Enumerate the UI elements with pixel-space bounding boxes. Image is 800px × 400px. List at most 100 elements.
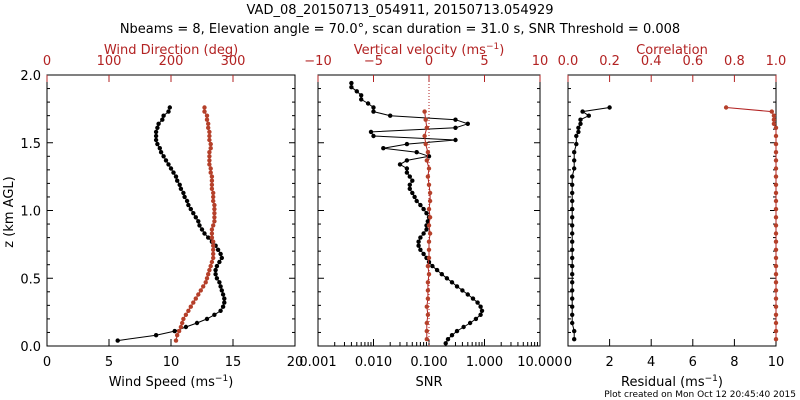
data-point-wind-speed — [217, 280, 222, 285]
data-point-correlation — [773, 150, 779, 155]
data-point-residual — [570, 280, 575, 285]
x-top-tick-label: 0.0 — [558, 54, 579, 69]
data-point-wind-direction — [186, 308, 191, 313]
data-point-snr — [416, 239, 421, 244]
data-point-wind-speed — [202, 231, 207, 236]
plot-frame — [567, 74, 777, 347]
data-point-snr — [418, 247, 423, 252]
data-point-vertical-velocity — [426, 247, 432, 252]
data-point-wind-direction — [212, 219, 217, 224]
data-point-wind-direction — [188, 304, 193, 309]
data-point-wind-speed — [157, 146, 162, 151]
data-point-wind-speed — [184, 198, 190, 204]
data-point-residual — [572, 150, 577, 155]
data-point-wind-direction — [209, 235, 215, 240]
data-point-correlation — [773, 312, 779, 317]
data-point-vertical-velocity — [424, 304, 429, 309]
data-point-vertical-velocity — [424, 337, 429, 342]
data-point-snr — [473, 316, 479, 322]
data-point-correlation — [773, 174, 779, 179]
data-point-wind-direction — [207, 133, 212, 139]
x-top-tick-label: 5 — [480, 54, 488, 69]
data-point-wind-speed — [155, 141, 160, 147]
x-bottom-tick-label: 0 — [43, 355, 51, 370]
data-point-snr — [414, 198, 419, 204]
data-point-correlation — [773, 328, 779, 334]
data-point-snr — [478, 304, 483, 309]
data-point-snr — [359, 97, 364, 102]
data-point-vertical-velocity — [422, 109, 427, 114]
data-point-correlation — [771, 113, 777, 118]
data-point-wind-speed — [158, 150, 164, 155]
data-point-wind-direction — [173, 338, 179, 343]
data-point-wind-speed — [220, 292, 226, 297]
data-point-wind-speed — [199, 227, 205, 232]
data-point-vertical-velocity — [425, 288, 431, 293]
data-point-wind-direction — [206, 121, 211, 127]
data-point-snr — [407, 182, 412, 187]
x-bottom-tick-label: 8 — [730, 355, 738, 370]
data-point-wind-speed — [115, 338, 120, 343]
data-point-snr — [404, 170, 410, 175]
series-line-residual — [571, 107, 610, 340]
data-point-wind-speed — [197, 223, 202, 228]
data-point-vertical-velocity — [427, 190, 433, 196]
data-point-snr — [407, 174, 412, 179]
data-point-correlation — [773, 239, 779, 244]
data-point-wind-speed — [217, 259, 222, 265]
x-top-tick-label: 1.0 — [766, 54, 787, 69]
data-point-wind-speed — [171, 170, 176, 175]
x-top-tick-label: 0 — [425, 54, 433, 69]
x-top-axis-label: Correlation — [636, 43, 708, 58]
data-point-residual — [572, 166, 577, 171]
y-tick-label: 0.5 — [20, 272, 41, 287]
data-point-snr — [439, 272, 444, 277]
data-point-wind-direction — [208, 263, 213, 269]
x-bottom-tick-label: 15 — [225, 355, 242, 370]
data-point-wind-direction — [211, 198, 216, 204]
x-bottom-tick-label: 5 — [105, 355, 113, 370]
data-point-wind-direction — [207, 154, 212, 159]
data-point-correlation — [773, 206, 779, 212]
data-point-wind-direction — [204, 113, 210, 118]
data-point-wind-speed — [161, 113, 166, 118]
data-point-vertical-velocity — [427, 215, 433, 220]
data-point-wind-speed — [182, 194, 187, 200]
data-point-snr — [381, 146, 386, 151]
data-point-snr — [365, 101, 371, 106]
data-point-correlation — [773, 141, 779, 147]
x-bottom-tick-label: 0 — [564, 355, 572, 370]
data-point-wind-direction — [180, 320, 185, 326]
x-top-tick-label: 100 — [97, 54, 122, 69]
data-point-wind-direction — [176, 328, 182, 334]
x-bottom-tick-label: 20 — [287, 355, 304, 370]
data-point-wind-speed — [196, 219, 201, 224]
data-point-correlation — [773, 133, 779, 139]
x-top-tick-label: 0.4 — [641, 54, 662, 69]
data-point-snr — [424, 211, 429, 216]
data-point-vertical-velocity — [426, 166, 432, 171]
data-point-wind-direction — [207, 129, 212, 135]
data-point-wind-speed — [153, 137, 159, 143]
data-point-residual — [576, 129, 581, 135]
data-point-wind-direction — [196, 292, 201, 297]
data-point-residual — [570, 263, 575, 269]
data-point-snr — [418, 235, 423, 240]
data-point-snr — [368, 129, 374, 135]
data-point-residual — [576, 125, 581, 130]
data-point-snr — [443, 341, 448, 346]
data-point-wind-direction — [209, 259, 215, 265]
data-point-residual — [570, 247, 575, 252]
data-point-wind-direction — [208, 146, 213, 151]
data-point-wind-speed — [167, 105, 172, 110]
x-bottom-tick-label: 0.100 — [410, 355, 447, 370]
data-point-snr — [461, 324, 466, 330]
x-bottom-tick-label: 2 — [605, 355, 613, 370]
data-point-snr — [470, 296, 476, 301]
data-point-wind-speed — [155, 125, 160, 130]
data-point-correlation — [773, 125, 779, 130]
data-point-wind-speed — [220, 304, 226, 309]
data-point-snr — [454, 328, 460, 334]
data-point-residual — [570, 206, 575, 212]
